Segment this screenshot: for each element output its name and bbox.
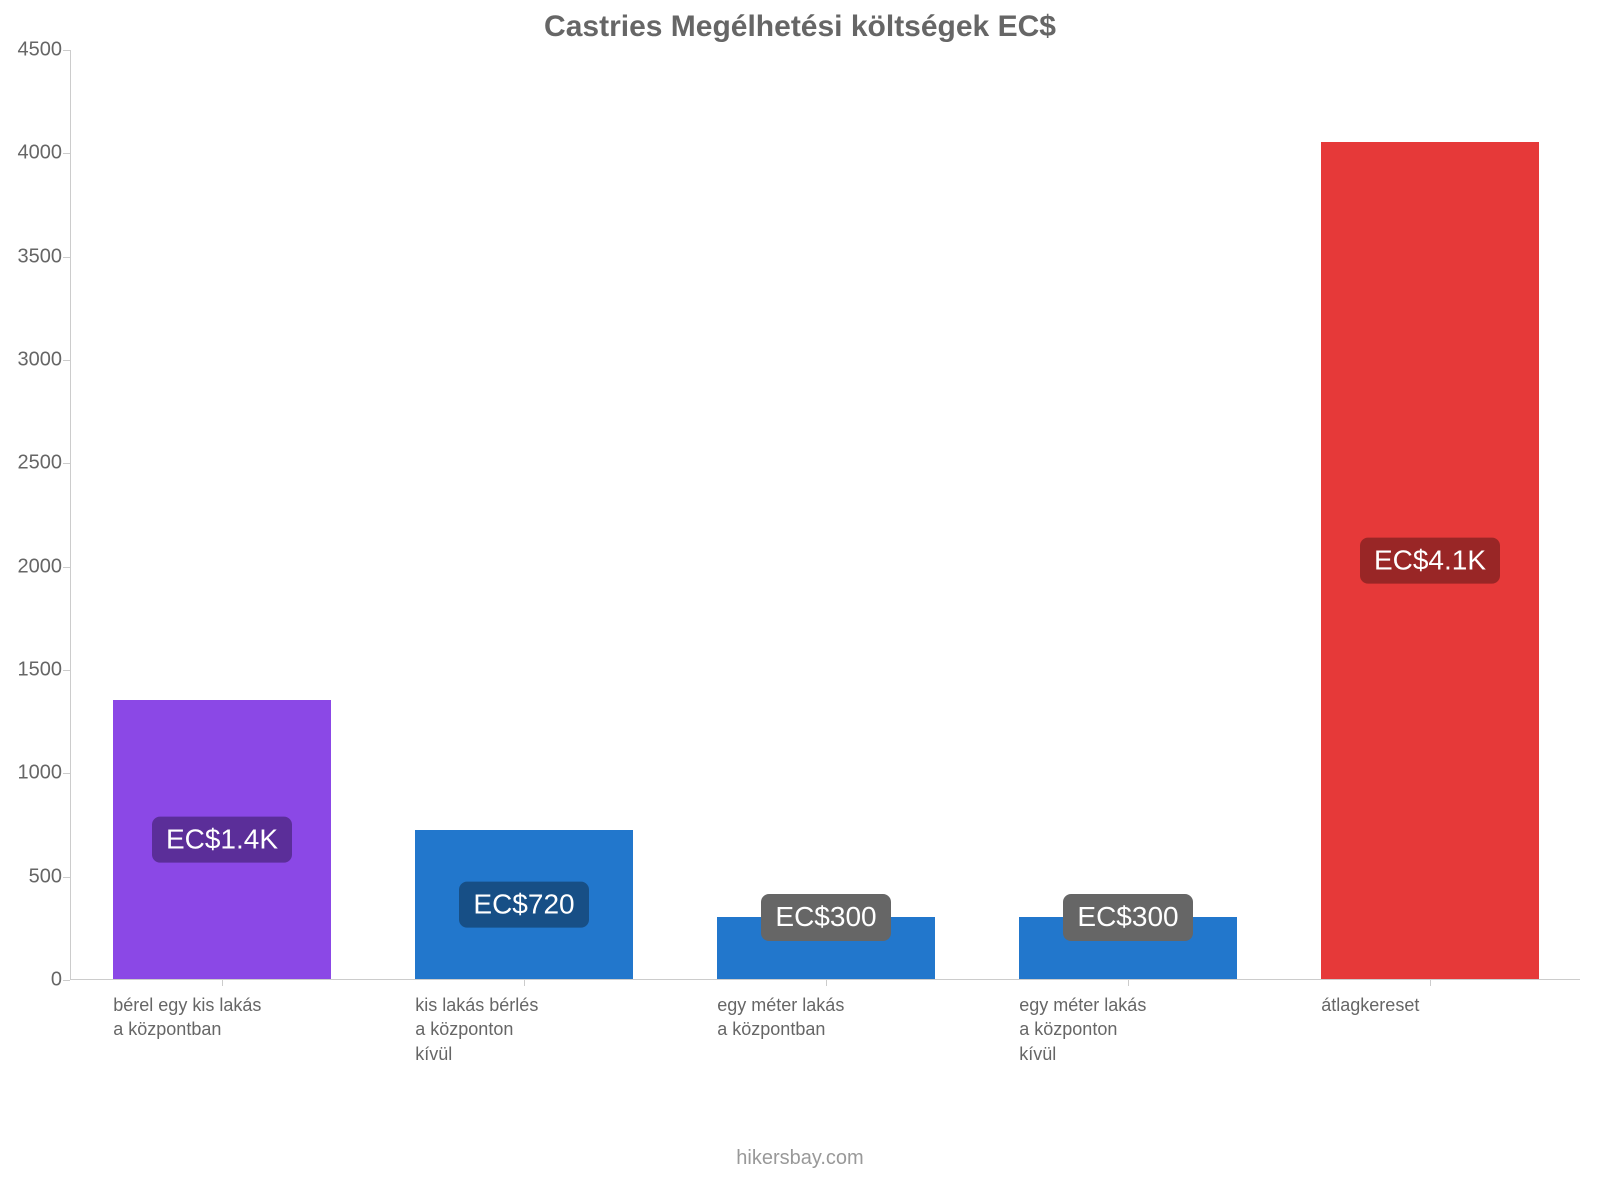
y-tick-mark <box>63 877 70 878</box>
y-tick-label: 1000 <box>0 762 62 785</box>
y-tick-label: 2000 <box>0 555 62 578</box>
bar: EC$1.4K <box>113 700 330 979</box>
x-axis-label: egy méter lakása központban <box>717 993 934 1042</box>
y-tick-label: 2500 <box>0 452 62 475</box>
x-axis-label: egy méter lakása központonkívül <box>1019 993 1236 1066</box>
y-tick-label: 4000 <box>0 142 62 165</box>
y-tick-label: 500 <box>0 865 62 888</box>
y-tick-label: 3500 <box>0 245 62 268</box>
bar: EC$300 <box>717 917 934 979</box>
x-axis-label: bérel egy kis lakása központban <box>113 993 330 1042</box>
bar-slot: EC$300egy méter lakása központonkívül <box>977 49 1279 979</box>
y-tick-label: 0 <box>0 969 62 992</box>
x-tick-mark <box>826 979 827 986</box>
bar-value-badge: EC$300 <box>1063 894 1192 941</box>
y-tick-mark <box>63 567 70 568</box>
x-tick-mark <box>222 979 223 986</box>
bar-value-badge: EC$300 <box>761 894 890 941</box>
x-axis-label: kis lakás bérlésa központonkívül <box>415 993 632 1066</box>
x-axis-label: átlagkereset <box>1321 993 1538 1017</box>
bar: EC$300 <box>1019 917 1236 979</box>
y-tick-label: 1500 <box>0 659 62 682</box>
chart-footer: hikersbay.com <box>0 1147 1600 1170</box>
bar: EC$720 <box>415 830 632 979</box>
y-tick-mark <box>63 50 70 51</box>
x-tick-mark <box>1430 979 1431 986</box>
bar-value-badge: EC$1.4K <box>152 816 292 863</box>
y-tick-label: 3000 <box>0 349 62 372</box>
bar-value-badge: EC$720 <box>459 881 588 928</box>
plot-area: EC$1.4Kbérel egy kis lakása központbanEC… <box>70 50 1580 980</box>
y-tick-mark <box>63 670 70 671</box>
x-tick-mark <box>524 979 525 986</box>
bar-slot: EC$4.1Kátlagkereset <box>1279 49 1581 979</box>
bar: EC$4.1K <box>1321 142 1538 979</box>
y-tick-mark <box>63 463 70 464</box>
y-tick-mark <box>63 773 70 774</box>
bar-value-badge: EC$4.1K <box>1360 537 1500 584</box>
x-tick-mark <box>1128 979 1129 986</box>
y-tick-mark <box>63 257 70 258</box>
y-tick-mark <box>63 360 70 361</box>
chart-title: Castries Megélhetési költségek EC$ <box>0 10 1600 44</box>
bar-slot: EC$300egy méter lakása központban <box>675 49 977 979</box>
bar-slot: EC$1.4Kbérel egy kis lakása központban <box>71 49 373 979</box>
y-tick-label: 4500 <box>0 39 62 62</box>
y-tick-mark <box>63 153 70 154</box>
y-tick-mark <box>63 980 70 981</box>
bar-slot: EC$720kis lakás bérlésa központonkívül <box>373 49 675 979</box>
chart-container: Castries Megélhetési költségek EC$ EC$1.… <box>0 0 1600 1200</box>
